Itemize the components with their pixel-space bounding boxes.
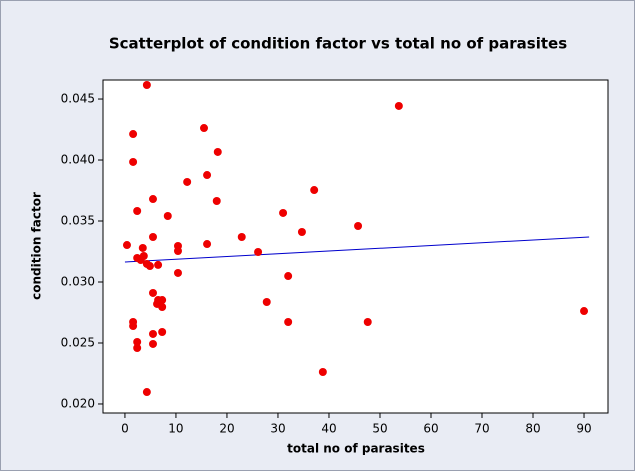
x-tick-label: 10 [168, 422, 183, 436]
x-tick-label: 30 [270, 422, 285, 436]
x-tick-label: 50 [372, 422, 387, 436]
point [148, 339, 157, 348]
point [139, 252, 148, 261]
point [148, 195, 157, 204]
chart-title: Scatterplot of condition factor vs total… [109, 35, 567, 53]
point [580, 307, 589, 316]
point [173, 268, 182, 277]
point [200, 124, 208, 133]
point [318, 368, 327, 377]
point [212, 197, 221, 206]
point [133, 338, 142, 347]
point [310, 186, 319, 195]
point [262, 298, 271, 306]
point [148, 329, 157, 338]
point [148, 288, 157, 297]
point [133, 343, 142, 352]
point [129, 322, 138, 331]
point [173, 247, 182, 256]
point [138, 243, 147, 252]
point [129, 130, 138, 139]
y-tick-label: 0.045 [61, 92, 95, 106]
x-axis-title: total no of parasites [287, 442, 425, 456]
point [142, 388, 151, 397]
x-tick-label: 60 [423, 422, 438, 436]
point [154, 260, 163, 269]
x-tick-label: 20 [219, 422, 234, 436]
point [363, 318, 372, 327]
point [213, 147, 222, 156]
y-axis-title: condition factor [30, 192, 44, 300]
x-tick-label: 0 [121, 422, 129, 436]
point [237, 232, 246, 241]
point [158, 328, 167, 337]
x-tick-label: 70 [474, 422, 489, 436]
x-tick-label: 40 [321, 422, 336, 436]
y-tick-label: 0.030 [61, 274, 95, 288]
point [122, 241, 131, 250]
point [203, 240, 212, 249]
x-tick-label: 90 [576, 422, 591, 436]
point [183, 177, 192, 186]
point [203, 171, 212, 180]
point [284, 318, 293, 327]
y-tick-label: 0.020 [61, 396, 95, 410]
y-tick-label: 0.025 [61, 335, 95, 349]
point [148, 232, 157, 241]
point [145, 262, 154, 271]
point [142, 81, 151, 90]
fit-line [124, 236, 590, 263]
point [297, 227, 306, 236]
point [354, 222, 363, 231]
x-tick-label: 80 [525, 422, 540, 436]
plot-area [102, 79, 609, 414]
point [254, 247, 263, 256]
point [284, 272, 293, 281]
point [163, 212, 172, 221]
point [279, 208, 288, 217]
point [394, 101, 403, 110]
point [129, 157, 138, 166]
y-tick-label: 0.040 [61, 153, 95, 167]
point [158, 303, 167, 312]
point [133, 207, 142, 216]
y-tick-label: 0.035 [61, 214, 95, 228]
